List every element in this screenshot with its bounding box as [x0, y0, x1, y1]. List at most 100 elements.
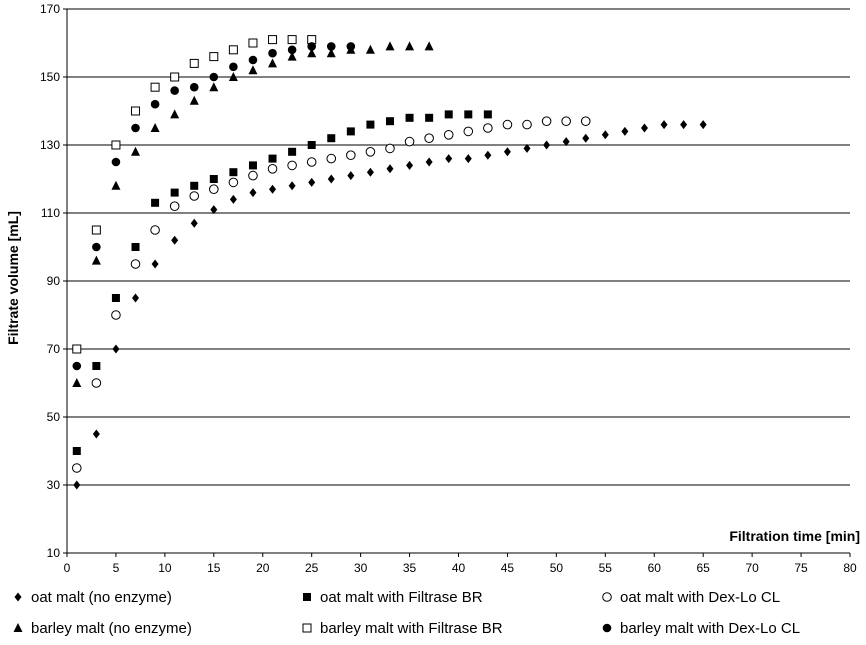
data-point [621, 126, 629, 136]
data-point [580, 116, 591, 126]
data-point [209, 175, 218, 183]
data-point [267, 164, 278, 174]
x-tick-label: 80 [843, 561, 857, 575]
data-point [287, 35, 297, 45]
x-tick-label: 35 [403, 561, 417, 575]
data-point [405, 41, 415, 51]
data-point [680, 120, 688, 130]
data-point [484, 150, 492, 160]
data-point [151, 259, 159, 269]
data-point [307, 48, 317, 58]
legend-item: oat malt (no enzyme) [14, 589, 172, 606]
data-point [326, 42, 336, 51]
legend-item: oat malt with Dex-Lo CL [602, 589, 780, 606]
y-tick-label: 30 [47, 478, 61, 492]
series-square-open [72, 35, 317, 354]
data-point [189, 95, 199, 105]
data-point [228, 72, 238, 81]
data-point [131, 146, 141, 156]
data-point [72, 447, 81, 455]
data-point [92, 429, 100, 439]
data-point [111, 310, 121, 320]
data-point [229, 62, 238, 72]
data-point [150, 225, 160, 235]
data-point [327, 134, 336, 143]
y-tick-label: 130 [40, 138, 60, 152]
legend-marker [13, 623, 23, 632]
x-tick-label: 55 [599, 561, 613, 575]
data-point [190, 181, 199, 190]
data-point [326, 48, 336, 58]
data-point [189, 191, 200, 201]
data-points [71, 35, 707, 490]
data-point [483, 123, 493, 133]
data-point [443, 130, 454, 140]
data-point [268, 48, 277, 58]
data-point [209, 52, 219, 62]
x-tick-label: 50 [550, 561, 564, 575]
data-point [346, 127, 355, 136]
y-tick-labels: 10 30 50 70 90 110 130 150 170 [40, 2, 67, 560]
data-point [502, 119, 513, 130]
legend-marker [602, 623, 612, 633]
series-circle-filled [72, 42, 356, 371]
data-point [287, 51, 297, 61]
legend-marker [14, 592, 22, 602]
data-point [483, 110, 492, 119]
data-point [601, 130, 609, 140]
series-square-filled [72, 110, 492, 455]
data-point [268, 35, 278, 45]
series-circle-open [71, 116, 591, 473]
x-tick-label: 5 [113, 561, 120, 575]
legend-label: barley malt (no enzyme) [31, 620, 192, 637]
data-point [288, 181, 296, 191]
y-tick-label: 50 [47, 410, 61, 424]
data-point [130, 259, 141, 269]
legend-label: barley malt with Filtrase BR [320, 620, 503, 637]
y-tick-label: 70 [47, 342, 61, 356]
legend: oat malt (no enzyme) oat malt with Filtra… [13, 589, 800, 637]
legend-marker [303, 593, 311, 601]
series-triangle [72, 41, 434, 387]
data-point [307, 42, 316, 51]
data-point [112, 344, 120, 354]
data-point [151, 198, 160, 207]
data-point [111, 294, 120, 302]
data-point [209, 72, 219, 82]
data-point [131, 123, 140, 133]
data-point [72, 378, 82, 387]
data-point [522, 119, 532, 130]
data-point [92, 362, 101, 370]
y-tick-label: 170 [40, 2, 60, 16]
legend-item: oat malt with Filtrase BR [303, 589, 483, 606]
y-tick-label: 150 [40, 70, 60, 84]
data-point [170, 109, 180, 119]
data-point [699, 120, 707, 130]
data-point [307, 141, 316, 149]
data-point [306, 157, 317, 167]
x-tick-label: 65 [697, 561, 711, 575]
y-axis-title: Filtrate volume [mL] [5, 211, 21, 345]
x-tick-label: 10 [158, 561, 172, 575]
data-point [91, 225, 101, 235]
data-point [150, 99, 160, 109]
data-point [424, 41, 434, 51]
data-point [229, 194, 237, 204]
data-point [425, 157, 433, 167]
legend-label: oat malt with Filtrase BR [320, 589, 483, 606]
gridlines [67, 8, 850, 486]
data-point [171, 235, 179, 245]
data-point [425, 113, 434, 122]
x-tick-label: 45 [501, 561, 515, 575]
data-point [385, 41, 395, 51]
data-point [445, 154, 453, 164]
x-tick-label: 75 [794, 561, 808, 575]
data-point [463, 126, 474, 137]
x-tick-label: 0 [64, 561, 71, 575]
data-point [464, 110, 473, 119]
legend-marker [302, 623, 312, 633]
x-tick-label: 25 [305, 561, 319, 575]
data-point [346, 44, 356, 54]
data-point [248, 161, 257, 170]
